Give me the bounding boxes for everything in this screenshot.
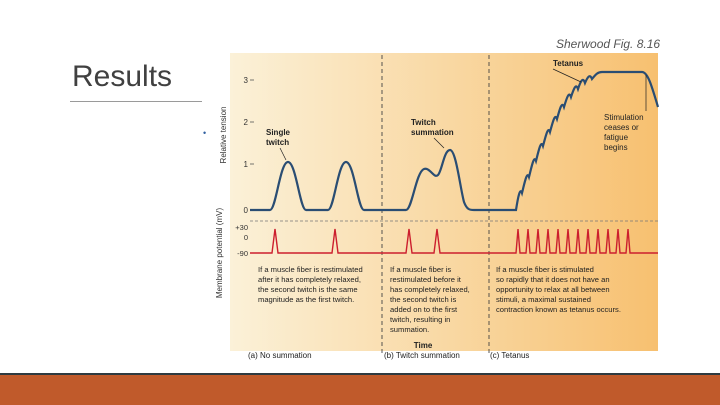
- svg-text:the second twitch is the same: the second twitch is the same: [258, 285, 358, 294]
- svg-text:Single: Single: [266, 128, 291, 137]
- potential-tick-plus30: +30: [235, 223, 248, 232]
- svg-text:If a muscle fiber is stimulate: If a muscle fiber is stimulated: [496, 265, 594, 274]
- svg-text:the second twitch is: the second twitch is: [390, 295, 456, 304]
- panel-label-b: (b) Twitch summation: [384, 351, 460, 360]
- svg-text:twitch, resulting in: twitch, resulting in: [390, 315, 450, 324]
- footer-bar-orange: [0, 375, 720, 405]
- tension-tick-labels: 3 2 1 0: [244, 76, 249, 215]
- tension-tick-2: 2: [244, 118, 249, 127]
- svg-text:restimulated before it: restimulated before it: [390, 275, 462, 284]
- svg-text:If a muscle fiber is: If a muscle fiber is: [390, 265, 451, 274]
- annotation-twitch-summation: Twitch summation: [411, 118, 454, 137]
- potential-tick-0: 0: [244, 233, 248, 242]
- footer-bar: [0, 373, 720, 405]
- annotation-tetanus-pointer: [552, 68, 582, 83]
- svg-text:added on to the first: added on to the first: [390, 305, 458, 314]
- potential-tick-minus90: -90: [237, 249, 248, 258]
- caption-c: If a muscle fiber is stimulated so rapid…: [496, 265, 621, 314]
- tension-tick-3: 3: [244, 76, 249, 85]
- slide-title: Results: [72, 60, 173, 93]
- bullet-marker: •: [203, 128, 207, 138]
- panel-label-c: (c) Tetanus: [490, 351, 529, 360]
- svg-text:summation.: summation.: [390, 325, 429, 334]
- svg-text:Twitch: Twitch: [411, 118, 436, 127]
- svg-text:stimuli, a maximal sustained: stimuli, a maximal sustained: [496, 295, 591, 304]
- tension-trace: [250, 70, 660, 212]
- svg-text:so rapidly that it does not ha: so rapidly that it does not have an: [496, 275, 610, 284]
- tension-tick-0: 0: [244, 206, 249, 215]
- svg-text:contraction known as tetanus o: contraction known as tetanus occurs.: [496, 305, 621, 314]
- annotation-twitch-summation-pointer: [433, 137, 445, 149]
- svg-text:magnitude as the first twitch.: magnitude as the first twitch.: [258, 295, 354, 304]
- svg-text:If a muscle fiber is restimula: If a muscle fiber is restimulated: [258, 265, 363, 274]
- caption-a: If a muscle fiber is restimulated after …: [258, 265, 363, 304]
- caption-b: If a muscle fiber is restimulated before…: [390, 265, 470, 334]
- y-axis-label-potential: Membrane potential (mV): [215, 208, 224, 299]
- y-axis-label-tension: Relative tension: [219, 107, 228, 164]
- title-underline: [70, 101, 202, 102]
- svg-text:Stimulation: Stimulation: [604, 113, 644, 122]
- svg-text:begins: begins: [604, 143, 628, 152]
- svg-text:after it has completely relaxe: after it has completely relaxed,: [258, 275, 361, 284]
- svg-text:has completely relaxed,: has completely relaxed,: [390, 285, 470, 294]
- svg-text:opportunity to relax at all be: opportunity to relax at all between: [496, 285, 610, 294]
- figure-credit: Sherwood Fig. 8.16: [556, 37, 661, 51]
- tension-tick-1: 1: [244, 160, 249, 169]
- annotation-single-twitch-pointer: [279, 147, 287, 161]
- annotation-single-twitch: Single twitch: [266, 128, 291, 147]
- panel-label-a: (a) No summation: [248, 351, 312, 360]
- muscle-twitch-figure: Relative tension Membrane potential (mV)…: [215, 53, 660, 360]
- annotation-tetanus: Tetanus: [553, 59, 584, 68]
- action-potential-trace: [250, 228, 658, 254]
- svg-text:twitch: twitch: [266, 138, 289, 147]
- svg-text:fatigue: fatigue: [604, 133, 629, 142]
- footer-bar-dark-line: [0, 373, 720, 375]
- potential-tick-labels: +30 0 -90: [235, 223, 248, 258]
- svg-text:summation: summation: [411, 128, 454, 137]
- annotation-stimulation-ceases: Stimulation ceases or fatigue begins: [604, 113, 644, 152]
- x-axis-label-time: Time: [414, 341, 433, 350]
- svg-text:ceases or: ceases or: [604, 123, 639, 132]
